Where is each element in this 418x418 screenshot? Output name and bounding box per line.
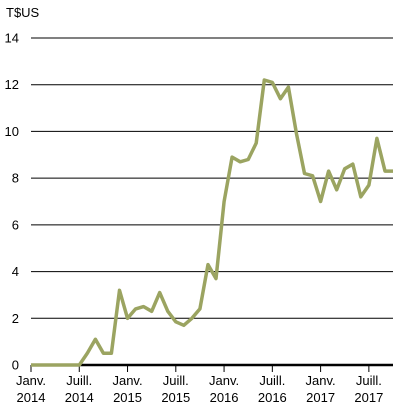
series-layer (31, 78, 393, 367)
y-tick-label: 14 (5, 31, 19, 46)
y-tick-label: 10 (5, 124, 19, 139)
x-tick-label-line2: 2016 (210, 390, 239, 405)
x-tick-label-line1: Juill. (66, 373, 92, 388)
x-tick-label-line1: Juill. (356, 373, 382, 388)
x-tick-label-line2: 2015 (113, 390, 142, 405)
x-tick-label-line1: Janv. (209, 373, 239, 388)
x-tick-label-line2: 2014 (17, 390, 46, 405)
y-tick-label: 0 (12, 358, 19, 373)
y-tick-label: 12 (5, 77, 19, 92)
gridlines (31, 37, 393, 319)
x-tick-label-line2: 2017 (354, 390, 383, 405)
y-axis-tick-labels: 0 2 4 6 8 10 12 14 (5, 31, 19, 373)
x-tick-label-line2: 2017 (306, 390, 335, 405)
y-axis-unit-label: T$US (6, 5, 40, 20)
x-tick-label-line2: 2014 (65, 390, 94, 405)
y-tick-label: 6 (12, 217, 19, 232)
x-axis: Janv. 2014 Juill. 2014 Janv. 2015 Juill. 2015 Ja… (16, 363, 393, 405)
y-tick-label: 8 (12, 171, 19, 186)
x-tick-label-line1: Juill. (163, 373, 189, 388)
series-line-0 (31, 78, 393, 367)
y-tick-label: 2 (12, 311, 19, 326)
x-tick-label-line1: Janv. (16, 373, 46, 388)
y-tick-label: 4 (12, 264, 19, 279)
x-tick-label-line2: 2015 (161, 390, 190, 405)
x-tick-label-line2: 2016 (258, 390, 287, 405)
x-tick-label-line1: Juill. (259, 373, 285, 388)
x-tick-label-line1: Janv. (112, 373, 142, 388)
x-tick-label-line1: Janv. (306, 373, 336, 388)
